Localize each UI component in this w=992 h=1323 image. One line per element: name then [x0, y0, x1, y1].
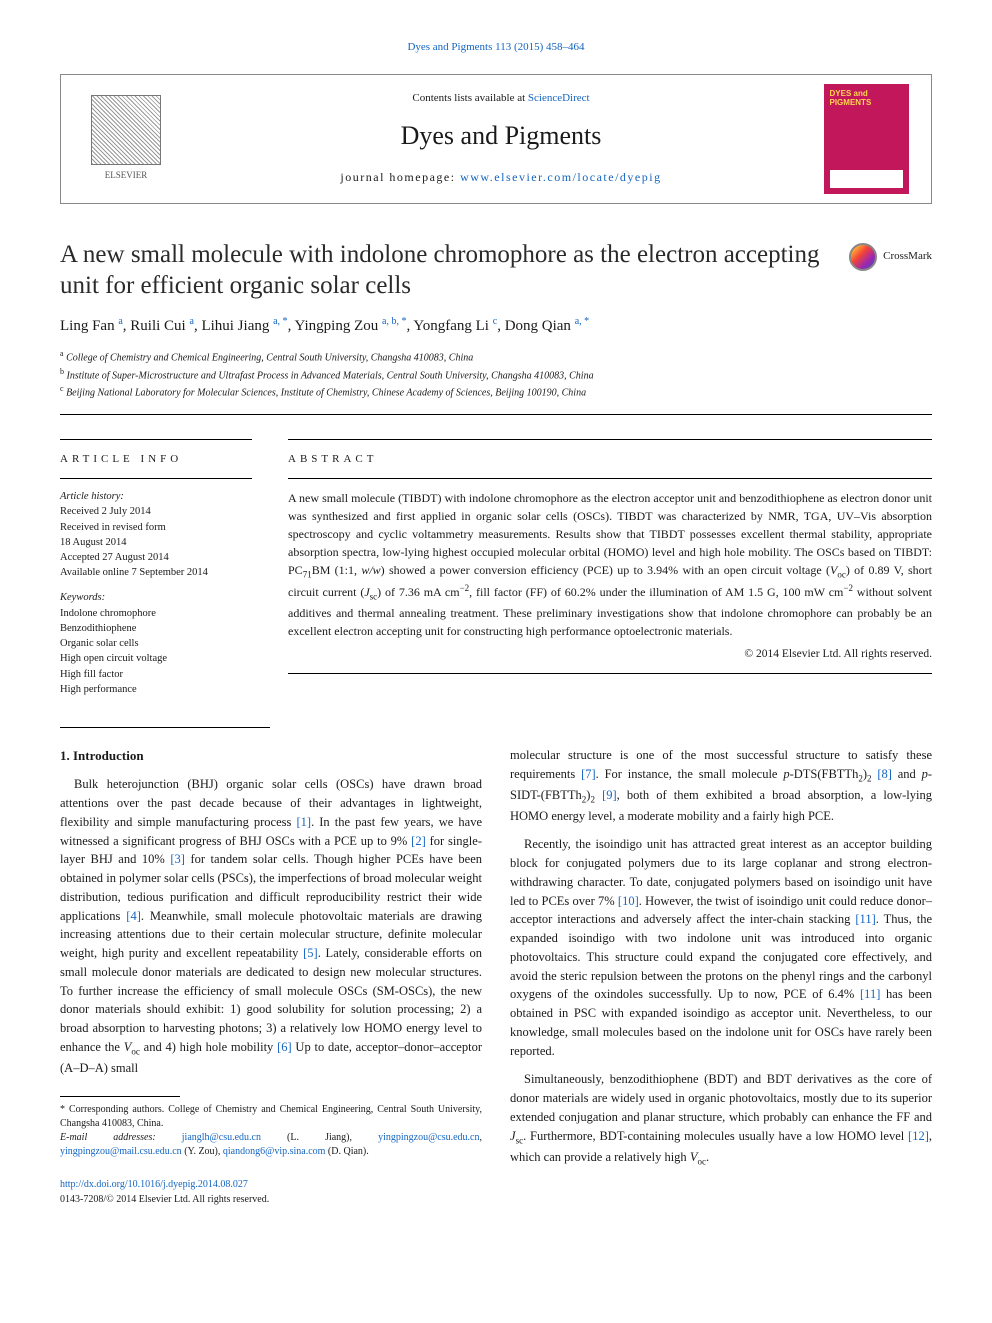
- article-title: A new small molecule with indolone chrom…: [60, 239, 829, 302]
- sciencedirect-link[interactable]: ScienceDirect: [528, 92, 590, 104]
- body-column-left: 1. Introduction Bulk heterojunction (BHJ…: [60, 746, 482, 1207]
- corresponding-footnote: * Corresponding authors. College of Chem…: [60, 1103, 482, 1159]
- elsevier-tree-icon: [91, 95, 161, 165]
- affiliations: a College of Chemistry and Chemical Engi…: [60, 348, 932, 400]
- section-heading-intro: 1. Introduction: [60, 746, 482, 766]
- publisher-logo-area: ELSEVIER: [61, 95, 191, 182]
- journal-name: Dyes and Pigments: [191, 117, 811, 155]
- journal-homepage: journal homepage: www.elsevier.com/locat…: [191, 169, 811, 186]
- journal-header: ELSEVIER Contents lists available at Sci…: [60, 74, 932, 204]
- citation-line: Dyes and Pigments 113 (2015) 458–464: [60, 40, 932, 56]
- abstract-heading: ABSTRACT: [288, 452, 932, 468]
- body-column-right: molecular structure is one of the most s…: [510, 746, 932, 1207]
- keywords-block: Keywords: Indolone chromophoreBenzodithi…: [60, 590, 252, 697]
- publisher-name: ELSEVIER: [91, 169, 161, 182]
- issn-line: 0143-7208/© 2014 Elsevier Ltd. All right…: [60, 1192, 482, 1207]
- crossmark-icon: [849, 243, 877, 271]
- cover-title: DYES and PIGMENTS: [830, 90, 903, 108]
- author-list: Ling Fan a, Ruili Cui a, Lihui Jiang a, …: [60, 315, 932, 338]
- contents-available: Contents lists available at ScienceDirec…: [191, 91, 811, 107]
- journal-cover-thumb: DYES and PIGMENTS: [824, 84, 909, 194]
- crossmark-badge[interactable]: CrossMark: [849, 243, 932, 271]
- doi-line: http://dx.doi.org/10.1016/j.dyepig.2014.…: [60, 1177, 482, 1192]
- article-history: Article history: Received 2 July 2014Rec…: [60, 489, 252, 580]
- homepage-link[interactable]: www.elsevier.com/locate/dyepig: [460, 170, 662, 184]
- abstract-text: A new small molecule (TIBDT) with indolo…: [288, 489, 932, 640]
- article-info-heading: ARTICLE INFO: [60, 452, 252, 468]
- crossmark-label: CrossMark: [883, 249, 932, 265]
- citation-link[interactable]: Dyes and Pigments 113 (2015) 458–464: [407, 41, 584, 53]
- abstract-copyright: © 2014 Elsevier Ltd. All rights reserved…: [288, 646, 932, 663]
- doi-link[interactable]: http://dx.doi.org/10.1016/j.dyepig.2014.…: [60, 1179, 248, 1190]
- elsevier-logo: ELSEVIER: [91, 95, 161, 182]
